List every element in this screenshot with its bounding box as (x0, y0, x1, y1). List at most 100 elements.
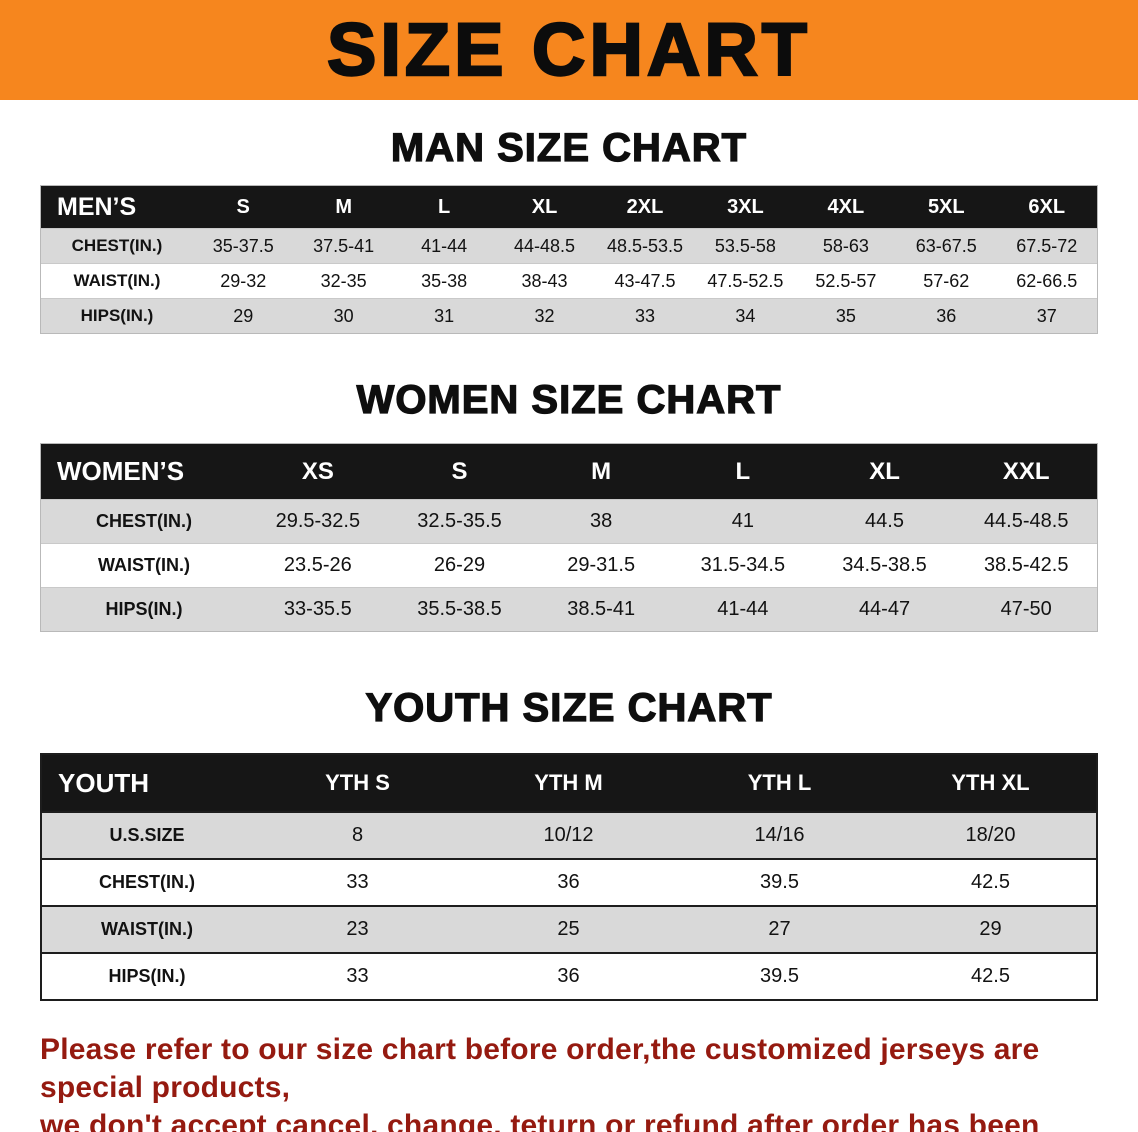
size-cell: 38 (530, 500, 673, 543)
size-column-header: S (451, 457, 468, 485)
table-row: WAIST(IN.) 23 25 27 29 (42, 905, 1096, 952)
women-size-chart-section: WOMEN SIZE CHART WOMEN’S XS S M L XL XXL CHEST(… (0, 377, 1138, 632)
size-cell: 35-37.5 (193, 229, 294, 263)
size-column-header: 4XL (827, 195, 865, 218)
size-cell: 18/20 (885, 813, 1096, 858)
size-cell: 8 (252, 813, 463, 858)
man-size-chart-heading: MAN SIZE CHART (390, 125, 748, 170)
size-cell: 14/16 (674, 813, 885, 858)
size-cell: 47.5-52.5 (695, 264, 796, 298)
size-cell: 33 (594, 299, 696, 333)
size-cell: 36 (896, 299, 997, 333)
size-cell: 67.5-72 (996, 229, 1097, 263)
youth-size-chart-heading: YOUTH SIZE CHART (365, 685, 773, 730)
size-column-header: 2XL (626, 195, 664, 218)
size-cell: 34 (695, 299, 796, 333)
size-cell: 37 (996, 299, 1097, 333)
table-row: CHEST(IN.) 35-37.5 37.5-41 41-44 44-48.5 48.5… (41, 228, 1097, 263)
womens-size-table: WOMEN’S XS S M L XL XXL CHEST(IN.) 29.5-32.5 32.5… (40, 443, 1098, 632)
size-cell: 36 (463, 860, 674, 905)
row-label: CHEST(IN.) (42, 860, 252, 905)
size-column-header: L (437, 195, 451, 218)
size-column-header: 6XL (1028, 195, 1066, 218)
women-size-chart-heading: WOMEN SIZE CHART (356, 377, 782, 422)
size-cell: 39.5 (674, 954, 885, 999)
size-column-header: S (236, 195, 250, 218)
size-cell: 63-67.5 (896, 229, 997, 263)
row-label: HIPS(IN.) (41, 588, 247, 631)
table-header-row: MEN’S S M L XL 2XL 3XL 4XL 5XL 6XL (41, 186, 1097, 228)
row-label: WAIST(IN.) (41, 544, 247, 587)
youth-size-chart-section: YOUTH SIZE CHART YOUTH YTH S YTH M YTH L YTH… (0, 685, 1138, 1001)
row-label: WAIST(IN.) (42, 907, 252, 952)
row-label: U.S.SIZE (42, 813, 252, 858)
size-cell: 36 (463, 954, 674, 999)
disclaimer-line: we don't accept cancel, change, teturn o… (40, 1109, 1040, 1132)
size-cell: 35-38 (393, 264, 495, 298)
size-cell: 38.5-41 (530, 588, 673, 631)
size-column-header: M (591, 457, 612, 485)
size-cell: 41 (672, 500, 814, 543)
size-chart-title: SIZE CHART (326, 8, 811, 91)
table-corner-label: MEN’S (57, 192, 137, 221)
man-size-chart-section: MAN SIZE CHART MEN’S S M L XL 2XL 3XL 4XL 5XL 6XL… (0, 125, 1138, 334)
mens-size-table: MEN’S S M L XL 2XL 3XL 4XL 5XL 6XL CHEST(IN.) 35-37… (40, 185, 1098, 334)
table-row: HIPS(IN.) 29 30 31 32 33 34 35 36 37 (41, 298, 1097, 333)
size-cell: 47-50 (955, 588, 1098, 631)
size-column-header: YTH XL (951, 770, 1030, 795)
table-row: HIPS(IN.) 33 36 39.5 42.5 (42, 952, 1096, 999)
size-column-header: L (735, 457, 751, 485)
row-label: HIPS(IN.) (41, 299, 193, 333)
size-column-header: YTH L (747, 770, 812, 795)
size-cell: 31 (393, 299, 495, 333)
size-column-header: XS (301, 457, 334, 485)
size-cell: 31.5-34.5 (672, 544, 814, 587)
size-cell: 44-47 (813, 588, 956, 631)
size-column-header: YTH S (325, 770, 390, 795)
size-cell: 38.5-42.5 (955, 544, 1098, 587)
size-cell: 44.5 (813, 500, 956, 543)
size-cell: 57-62 (896, 264, 997, 298)
table-row: WAIST(IN.) 23.5-26 26-29 29-31.5 31.5-34.5 34… (41, 543, 1098, 587)
size-cell: 52.5-57 (795, 264, 897, 298)
size-cell: 44.5-48.5 (955, 500, 1098, 543)
row-label: HIPS(IN.) (42, 954, 252, 999)
size-cell: 33 (252, 860, 463, 905)
size-cell: 58-63 (795, 229, 897, 263)
size-cell: 34.5-38.5 (813, 544, 956, 587)
size-cell: 32 (494, 299, 595, 333)
row-label: CHEST(IN.) (41, 229, 193, 263)
size-cell: 33-35.5 (247, 588, 389, 631)
size-column-header: 3XL (727, 195, 764, 218)
table-row: WAIST(IN.) 29-32 32-35 35-38 38-43 43-47.5 47.… (41, 263, 1097, 298)
size-cell: 29-31.5 (530, 544, 673, 587)
size-cell: 10/12 (463, 813, 674, 858)
table-corner-label: WOMEN’S (57, 456, 185, 486)
size-cell: 33 (252, 954, 463, 999)
size-cell: 35.5-38.5 (388, 588, 531, 631)
size-cell: 26-29 (388, 544, 531, 587)
size-column-header: YTH M (534, 770, 603, 795)
size-cell: 53.5-58 (695, 229, 796, 263)
size-cell: 32.5-35.5 (388, 500, 531, 543)
banner: SIZE CHART (0, 0, 1138, 100)
size-cell: 62-66.5 (996, 264, 1097, 298)
row-label: WAIST(IN.) (41, 264, 193, 298)
size-cell: 29.5-32.5 (247, 500, 389, 543)
size-cell: 29 (193, 299, 294, 333)
size-cell: 30 (293, 299, 394, 333)
table-row: CHEST(IN.) 33 36 39.5 42.5 (42, 858, 1096, 905)
size-cell: 38-43 (494, 264, 595, 298)
row-label: CHEST(IN.) (41, 500, 247, 543)
size-cell: 27 (674, 907, 885, 952)
size-cell: 41-44 (672, 588, 814, 631)
size-cell: 29-32 (193, 264, 294, 298)
size-cell: 23 (252, 907, 463, 952)
size-cell: 37.5-41 (293, 229, 394, 263)
size-cell: 48.5-53.5 (594, 229, 696, 263)
disclaimer-text: Please refer to our size chart before or… (40, 1031, 1098, 1132)
size-cell: 35 (795, 299, 897, 333)
table-corner-label: YOUTH (58, 767, 149, 798)
disclaimer-line: Please refer to our size chart before or… (40, 1033, 1040, 1104)
